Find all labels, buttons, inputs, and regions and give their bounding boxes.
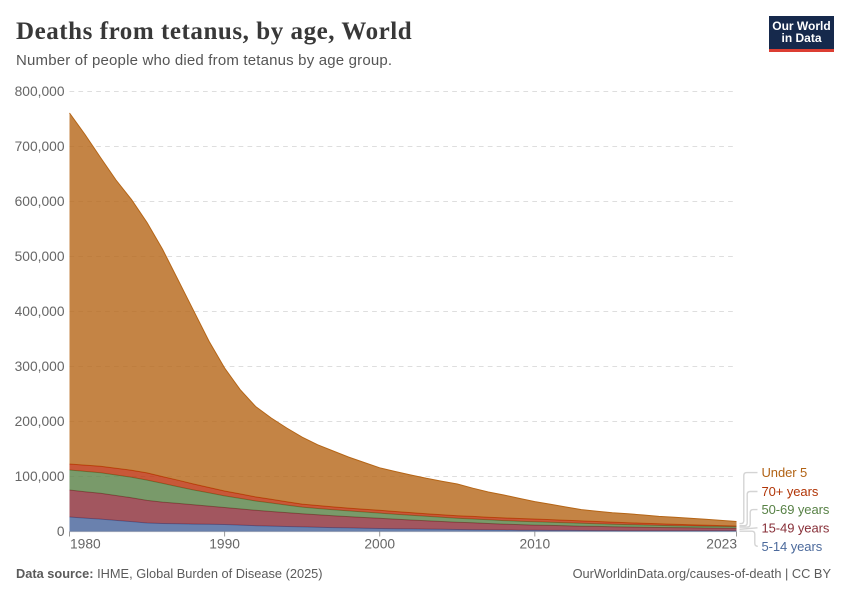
svg-text:2023: 2023 — [706, 537, 737, 552]
svg-text:15-49 years: 15-49 years — [762, 520, 830, 535]
svg-text:200,000: 200,000 — [15, 414, 65, 429]
svg-text:Under 5: Under 5 — [762, 465, 808, 480]
svg-text:500,000: 500,000 — [15, 249, 65, 264]
svg-text:2010: 2010 — [519, 537, 550, 552]
svg-text:70+ years: 70+ years — [762, 484, 819, 499]
svg-text:100,000: 100,000 — [15, 469, 65, 484]
svg-text:5-14 years: 5-14 years — [762, 539, 823, 554]
svg-text:800,000: 800,000 — [15, 84, 65, 99]
svg-text:300,000: 300,000 — [15, 359, 65, 374]
svg-text:0: 0 — [57, 524, 65, 539]
svg-text:600,000: 600,000 — [15, 194, 65, 209]
svg-text:2000: 2000 — [364, 537, 395, 552]
svg-text:700,000: 700,000 — [15, 139, 65, 154]
svg-text:50-69 years: 50-69 years — [762, 502, 830, 517]
svg-text:1990: 1990 — [209, 537, 240, 552]
svg-text:400,000: 400,000 — [15, 304, 65, 319]
svg-text:1980: 1980 — [70, 537, 101, 552]
